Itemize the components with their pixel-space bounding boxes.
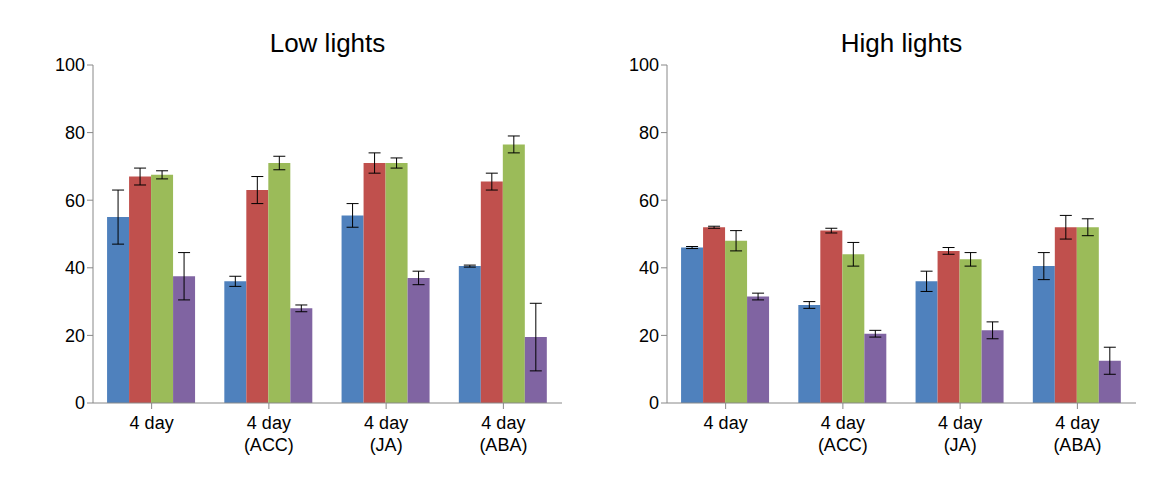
svg-text:100: 100	[55, 55, 85, 75]
svg-text:4 day: 4 day	[247, 413, 291, 433]
svg-text:(JA): (JA)	[944, 435, 977, 455]
svg-text:40: 40	[65, 258, 85, 278]
svg-text:(ACC): (ACC)	[244, 435, 294, 455]
svg-text:20: 20	[639, 326, 659, 346]
svg-text:100: 100	[629, 55, 659, 75]
svg-text:60: 60	[639, 191, 659, 211]
svg-text:4 day: 4 day	[130, 413, 174, 433]
svg-text:(ACC): (ACC)	[818, 435, 868, 455]
html-text:Low lights: Low lights	[269, 28, 386, 58]
svg-text:(ABA): (ABA)	[479, 435, 527, 455]
svg-text:4 day: 4 day	[704, 413, 748, 433]
svg-text:20: 20	[65, 326, 85, 346]
svg-text:0: 0	[75, 393, 85, 413]
svg-text:60: 60	[65, 191, 85, 211]
svg-text:4 day: 4 day	[938, 413, 982, 433]
svg-text:4 day: 4 day	[1055, 413, 1099, 433]
svg-text:80: 80	[639, 123, 659, 143]
svg-text:4 day: 4 day	[364, 413, 408, 433]
svg-text:4 day: 4 day	[821, 413, 865, 433]
svg-text:0: 0	[649, 393, 659, 413]
svg-text:80: 80	[65, 123, 85, 143]
html-text:High lights: High lights	[840, 28, 963, 58]
svg-text:40: 40	[639, 258, 659, 278]
svg-text:(ABA): (ABA)	[1053, 435, 1101, 455]
svg-text:(JA): (JA)	[370, 435, 403, 455]
svg-text:4 day: 4 day	[481, 413, 525, 433]
